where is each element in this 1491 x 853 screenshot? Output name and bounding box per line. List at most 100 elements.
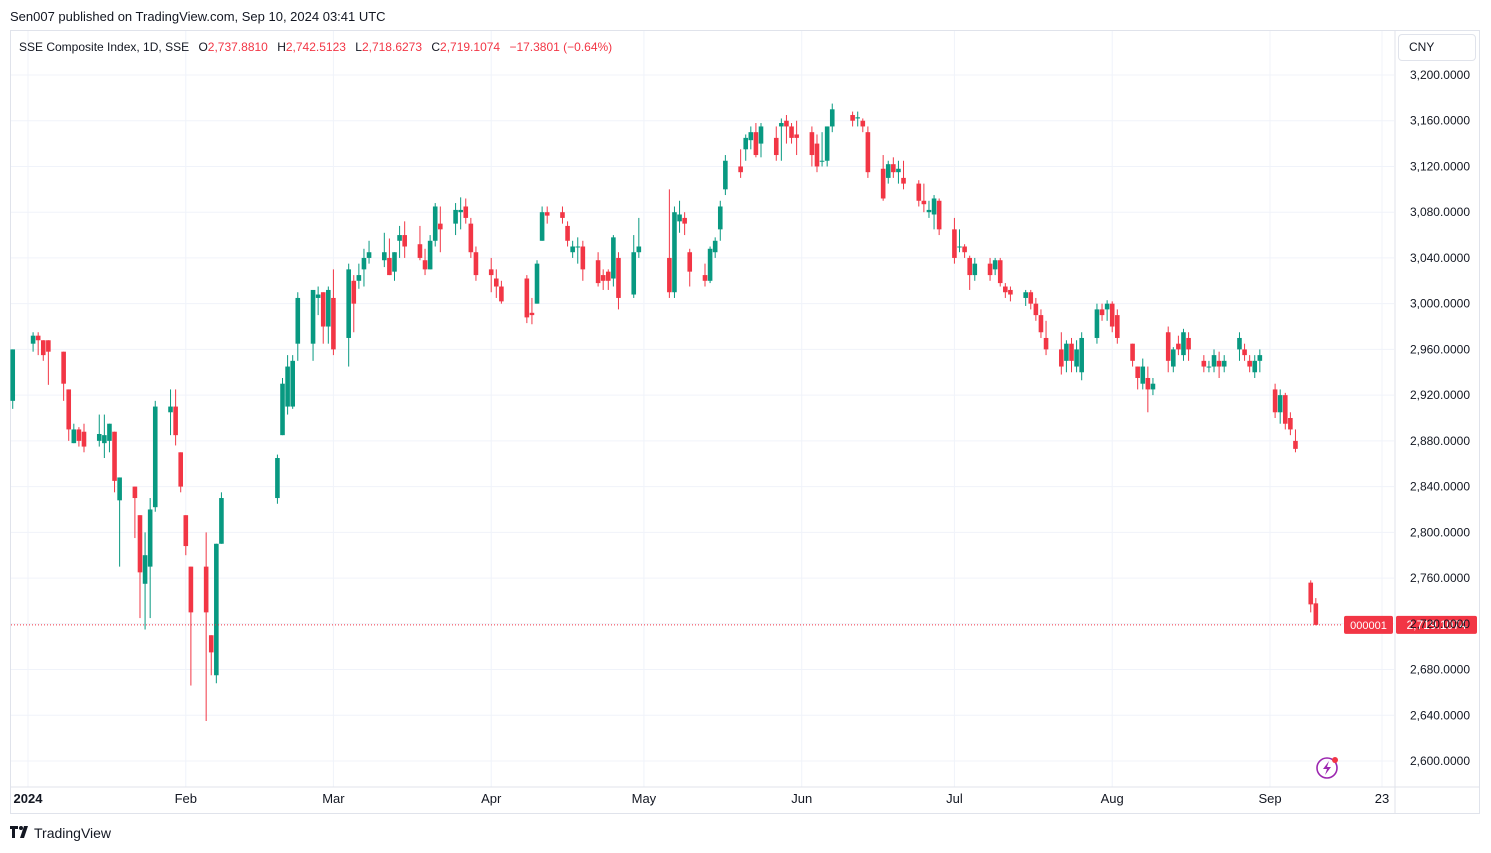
candle[interactable] [463,198,469,224]
candle[interactable] [468,217,474,258]
candle[interactable] [529,297,535,325]
candle[interactable] [1252,355,1258,378]
candle[interactable] [422,248,428,276]
candle[interactable] [1277,389,1283,424]
candle[interactable] [488,257,494,293]
candle[interactable] [76,427,82,447]
candle[interactable] [453,203,458,236]
candle[interactable] [1211,349,1217,373]
candle[interactable] [712,237,718,258]
candle[interactable] [1074,340,1079,373]
candle[interactable] [208,635,214,676]
candle[interactable] [1206,360,1212,373]
candle[interactable] [107,423,112,453]
candle[interactable] [1282,392,1288,430]
candle[interactable] [81,423,87,453]
candle[interactable] [972,257,978,281]
candle[interactable] [392,252,397,281]
candle[interactable] [1008,286,1013,302]
candle[interactable] [1140,358,1146,390]
candle[interactable] [387,238,392,276]
candle[interactable] [168,389,173,436]
candle[interactable] [992,257,998,276]
candle[interactable] [382,232,387,268]
candle[interactable] [315,286,321,316]
candle[interactable] [1028,289,1034,310]
candle[interactable] [611,235,616,287]
candle[interactable] [280,377,285,436]
candle[interactable] [188,566,194,686]
candle[interactable] [677,200,682,233]
candle[interactable] [819,132,825,167]
currency-button[interactable]: CNY [1398,34,1476,61]
candle[interactable] [66,389,72,441]
candle[interactable] [1043,320,1049,356]
candle[interactable] [366,240,372,264]
candle[interactable] [544,206,550,224]
candle[interactable] [896,160,901,184]
candle[interactable] [473,246,479,281]
candle[interactable] [142,532,148,630]
candle[interactable] [901,160,906,190]
candle[interactable] [275,454,280,504]
candle[interactable] [723,155,728,196]
candle[interactable] [667,189,672,298]
candle[interactable] [636,217,642,258]
candle[interactable] [402,221,407,258]
candle[interactable] [1272,383,1278,418]
candle[interactable] [137,515,143,619]
candle[interactable] [1288,412,1293,436]
candle[interactable] [71,423,77,444]
candle[interactable] [605,269,611,290]
candle[interactable] [112,431,117,493]
candle[interactable] [346,263,351,367]
candle[interactable] [1109,301,1115,333]
candle[interactable] [1145,366,1151,413]
candle[interactable] [952,217,957,264]
candle[interactable] [987,257,993,281]
candle[interactable] [565,221,570,247]
candle[interactable] [702,263,708,287]
candle[interactable] [539,206,545,241]
candle[interactable] [743,134,749,161]
candle[interactable] [1033,297,1039,321]
candle[interactable] [326,286,331,344]
candle[interactable] [748,126,754,150]
candle[interactable] [1257,349,1263,373]
candle[interactable] [1242,343,1247,361]
candle[interactable] [1308,580,1314,613]
candle[interactable] [1059,332,1064,375]
candle[interactable] [855,111,861,127]
candle[interactable] [30,332,36,352]
candle[interactable] [1115,309,1120,344]
candle[interactable] [1237,332,1242,361]
candle[interactable] [560,206,565,224]
candle[interactable] [850,111,855,127]
candle[interactable] [1171,347,1176,373]
candle[interactable] [600,269,606,290]
candle[interactable] [1313,598,1319,626]
candle[interactable] [885,160,891,184]
candle[interactable] [438,206,443,253]
candle[interactable] [432,203,438,247]
candle[interactable] [152,400,158,512]
candle[interactable] [926,200,932,218]
candle[interactable] [931,195,937,230]
candle[interactable] [595,252,601,287]
candle[interactable] [717,200,723,241]
candle[interactable] [860,118,866,133]
candle[interactable] [580,240,586,281]
candle[interactable] [285,355,290,415]
candle[interactable] [203,532,209,721]
candle[interactable] [1038,309,1044,338]
candle[interactable] [1201,355,1207,373]
candle[interactable] [1104,300,1110,321]
candle[interactable] [173,389,178,446]
candle[interactable] [310,289,316,361]
candle[interactable] [707,246,713,284]
candle[interactable] [417,225,423,261]
candle[interactable] [1216,351,1222,378]
candle[interactable] [102,414,107,459]
candle[interactable] [1135,366,1140,390]
